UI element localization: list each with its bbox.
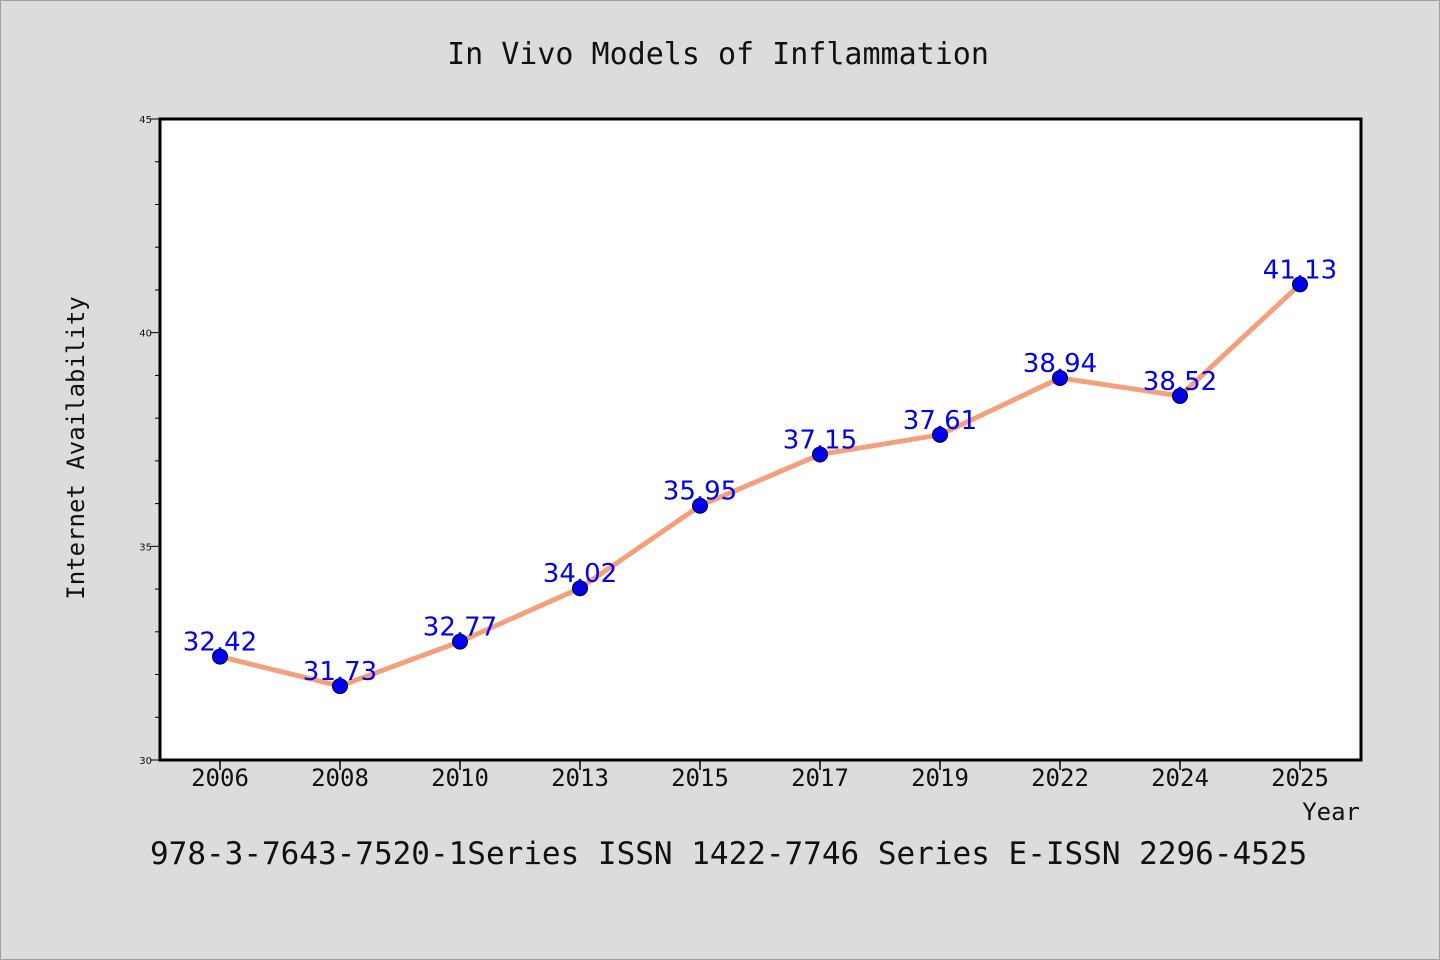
data-point-marker (1292, 276, 1308, 293)
footer-isbn-text: 978-3-7643-7520-1Series ISSN 1422-7746 S… (150, 836, 1307, 872)
data-label: 32.77 (423, 613, 497, 643)
data-label: 37.61 (903, 406, 977, 436)
x-tick-label: 2024 (1151, 764, 1209, 792)
x-tick-label: 2015 (671, 764, 729, 792)
data-point-marker (452, 633, 468, 650)
data-label: 32.42 (183, 628, 257, 658)
data-point-marker (692, 497, 708, 514)
x-tick-label: 2025 (1271, 764, 1329, 792)
plot-area (158, 117, 1363, 762)
data-label: 38.94 (1023, 349, 1097, 379)
data-label: 38.52 (1143, 367, 1217, 397)
data-label: 35.95 (663, 477, 737, 507)
series-line (217, 281, 1303, 689)
data-label: 41.13 (1263, 255, 1337, 285)
y-tick-label: 35 (139, 542, 152, 553)
data-point-marker (932, 426, 948, 443)
y-axis: 30 35 40 45 (139, 115, 160, 767)
data-label: 31.73 (303, 657, 377, 687)
x-tick-label: 2017 (791, 764, 849, 792)
data-point-marker (1052, 369, 1068, 386)
data-point-marker (212, 648, 228, 665)
data-point-marker (1172, 387, 1188, 404)
x-axis-label: Year (1302, 798, 1360, 826)
data-point-marker (812, 446, 828, 463)
x-tick-label: 2006 (191, 764, 249, 792)
data-label: 34.02 (543, 559, 617, 589)
y-tick-label: 40 (139, 329, 152, 340)
x-tick-label: 2013 (551, 764, 609, 792)
y-axis-label: Internet Availability (62, 296, 90, 599)
chart-title: In Vivo Models of Inflammation (447, 37, 989, 72)
x-tick-label: 2010 (431, 764, 489, 792)
x-tick-label: 2019 (911, 764, 969, 792)
series-layer: 32.42 31.73 32.77 34.02 35.95 37.15 37.61 38.94… (183, 255, 1337, 695)
y-tick-label: 30 (139, 756, 152, 767)
x-tick-label: 2022 (1031, 764, 1089, 792)
data-point-marker (572, 580, 588, 597)
x-axis: 2006 2008 2010 2013 2015 2017 2019 2022 2024 2025 (191, 760, 1329, 792)
x-tick-label: 2008 (311, 764, 369, 792)
data-label: 37.15 (783, 425, 857, 455)
data-point-marker (332, 678, 348, 695)
y-tick-label: 45 (139, 115, 152, 126)
